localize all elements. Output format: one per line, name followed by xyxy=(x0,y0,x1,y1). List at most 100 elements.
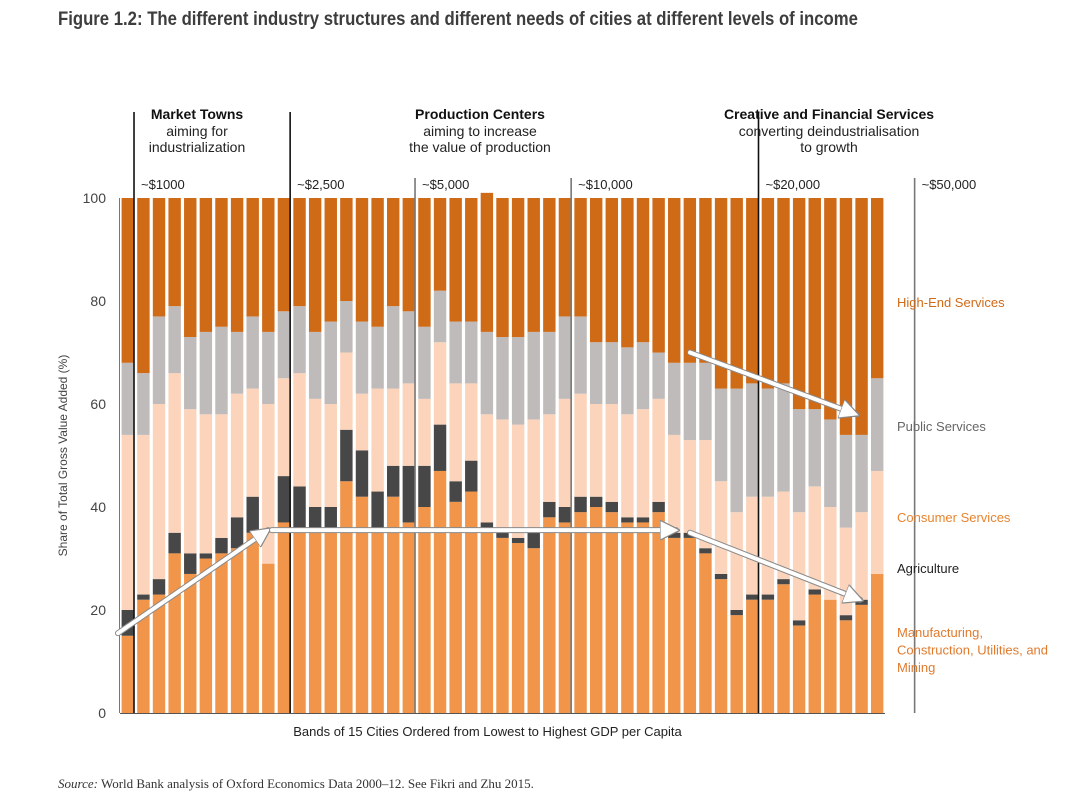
bar-segment-s3-b27 xyxy=(543,331,556,415)
bar-segment-s4-b26 xyxy=(527,198,540,332)
bar-segment-s3-b31 xyxy=(605,342,618,404)
bar-segment-s2-b23 xyxy=(480,414,494,523)
bar-segment-s3-b19 xyxy=(418,326,431,399)
income-marker-4: ~$20,000 xyxy=(766,177,821,192)
bar-segment-s0-b8 xyxy=(246,532,259,713)
bar-segment-s2-b11 xyxy=(293,373,306,487)
bar-segment-s2-b12 xyxy=(308,398,322,507)
bar-segment-s2-b28 xyxy=(558,398,572,507)
bar-segment-s3-b3 xyxy=(168,306,181,374)
bar-segment-s1-b39 xyxy=(730,610,743,616)
bar-segment-s0-b38 xyxy=(714,579,728,713)
bar-segment-s3-b2 xyxy=(152,316,166,404)
legend-agriculture: Agriculture xyxy=(897,561,959,576)
bar-segment-s1-b31 xyxy=(605,501,618,513)
bar-segment-s1-b20 xyxy=(433,424,447,471)
bar-segment-s4-b43 xyxy=(792,198,806,410)
bar-segment-s3-b44 xyxy=(808,409,821,487)
bar-segment-s2-b22 xyxy=(465,383,478,461)
bar-segment-s1-b29 xyxy=(574,496,587,513)
bar-segment-s2-b37 xyxy=(699,440,712,549)
bar-segment-s4-b44 xyxy=(808,198,821,410)
bar-segment-s4-b19 xyxy=(418,198,431,327)
bar-segment-s2-b40 xyxy=(746,496,759,595)
bar-segment-s0-b17 xyxy=(387,496,400,713)
bar-segment-s3-b20 xyxy=(433,290,447,343)
bar-segment-s4-b27 xyxy=(543,198,556,332)
bar-segment-s3-b15 xyxy=(355,321,369,394)
bar-segment-s3-b32 xyxy=(621,347,634,415)
bar-segment-s3-b11 xyxy=(293,306,306,374)
bar-segment-s1-b4 xyxy=(184,553,197,574)
bar-segment-s4-b20 xyxy=(433,198,447,291)
bar-segment-s1-b42 xyxy=(777,579,790,585)
group-subtitle-2-0: converting deindustrialisation xyxy=(739,123,920,139)
bar-segment-s3-b24 xyxy=(496,337,509,420)
bar-segment-s4-b16 xyxy=(371,198,384,327)
legend-manufacturing: Manufacturing, Construction, Utilities, a… xyxy=(897,625,1048,675)
bar-segment-s0-b28 xyxy=(558,522,572,713)
bar-segment-s0-b26 xyxy=(527,548,540,713)
bar-segment-s0-b10 xyxy=(277,522,291,713)
bar-segment-s4-b21 xyxy=(449,198,462,322)
bar-segment-s1-b35 xyxy=(668,532,681,538)
bar-segment-s1-b25 xyxy=(511,537,525,544)
bar-segment-s2-b14 xyxy=(340,352,353,430)
bar-segment-s2-b41 xyxy=(761,496,775,595)
bar-segment-s2-b7 xyxy=(230,393,244,518)
bar-segment-s4-b24 xyxy=(496,198,509,338)
bar-segment-s3-b17 xyxy=(387,306,400,389)
bar-segment-s4-b40 xyxy=(746,198,759,384)
bar-segment-s4-b10 xyxy=(277,198,291,312)
bar-segment-s0-b12 xyxy=(308,532,322,713)
legend-high-end-services: High-End Services xyxy=(897,295,1005,310)
bar-segment-s4-b9 xyxy=(262,198,275,332)
bar-segment-s1-b33 xyxy=(636,517,650,523)
bar-segment-s2-b33 xyxy=(636,409,650,518)
bar-segment-s1-b11 xyxy=(293,486,306,533)
bar-segment-s2-b45 xyxy=(824,507,837,600)
bar-segment-s3-b38 xyxy=(714,388,728,482)
bar-segment-s1-b22 xyxy=(465,460,478,492)
bar-segment-s0-b5 xyxy=(199,558,213,713)
bar-segment-s0-b32 xyxy=(621,522,634,713)
bar-segment-s3-b34 xyxy=(652,352,665,399)
bar-segment-s2-b46 xyxy=(839,527,853,616)
bar-segment-s0-b43 xyxy=(792,625,806,713)
bar-segment-s2-b16 xyxy=(371,388,384,492)
bar-segment-s4-b0 xyxy=(121,198,135,363)
bar-segment-s1-b13 xyxy=(324,507,337,533)
bar-segment-s0-b44 xyxy=(808,594,821,713)
y-tick-0: 0 xyxy=(98,705,106,721)
bar-segment-s3-b1 xyxy=(137,373,150,435)
bar-segment-s4-b7 xyxy=(230,198,244,332)
bar-segment-s1-b14 xyxy=(340,429,353,482)
source-note: Source: World Bank analysis of Oxford Ec… xyxy=(58,776,534,792)
bar-segment-s2-b0 xyxy=(121,434,135,610)
bar-segment-s3-b0 xyxy=(121,362,135,435)
bar-segment-s1-b40 xyxy=(746,594,759,600)
group-subtitle-1-0: aiming to increase xyxy=(423,123,537,139)
bar-segment-s4-b37 xyxy=(699,198,712,363)
income-marker-0: ~$1000 xyxy=(141,177,185,192)
x-axis-label: Bands of 15 Cities Ordered from Lowest t… xyxy=(293,724,682,739)
dividers-layer: ~$1000 ~$2,500 ~$5,000 ~$10,000 ~$20,000 ~$50… xyxy=(133,112,976,713)
bar-segment-s1-b8 xyxy=(246,496,259,533)
bar-segment-s4-b34 xyxy=(652,198,665,353)
bar-segment-s3-b14 xyxy=(340,301,353,353)
bar-segment-s4-b39 xyxy=(730,198,743,389)
bar-segment-s4-b45 xyxy=(824,198,837,420)
bar-segment-s4-b1 xyxy=(137,198,150,374)
group-subtitle-0-0: aiming for xyxy=(166,123,228,139)
bar-segment-s1-b46 xyxy=(839,615,853,621)
bar-segment-s0-b4 xyxy=(184,573,197,713)
bar-segment-s0-b41 xyxy=(761,599,775,713)
bar-segment-s2-b18 xyxy=(402,383,416,466)
bar-segment-s0-b36 xyxy=(683,537,697,713)
bar-segment-s3-b22 xyxy=(465,321,478,384)
bar-segment-s3-b7 xyxy=(230,331,244,394)
bar-segment-s3-b41 xyxy=(761,388,775,497)
bar-segment-s1-b32 xyxy=(621,517,634,523)
bar-segment-s4-b5 xyxy=(199,198,213,332)
